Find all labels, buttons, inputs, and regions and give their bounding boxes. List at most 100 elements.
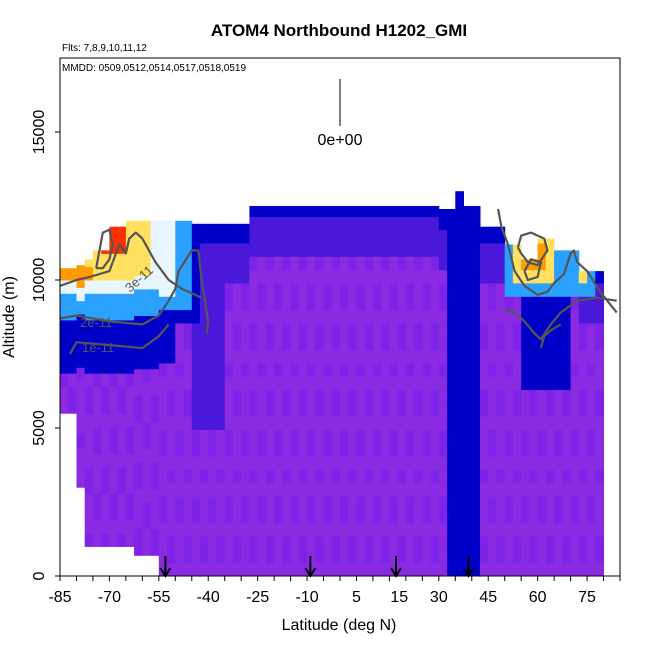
- heatmap-cell: [167, 536, 176, 550]
- heatmap-cell: [554, 522, 563, 537]
- heatmap-cell: [529, 402, 539, 417]
- heatmap-cell: [356, 216, 366, 231]
- heatmap-cell: [389, 309, 399, 324]
- heatmap-cell: [381, 216, 390, 231]
- heatmap-cell: [290, 522, 300, 537]
- heatmap-cell: [587, 509, 596, 524]
- heatmap-cell: [455, 442, 464, 457]
- heatmap-cell: [471, 469, 481, 484]
- heatmap-cell: [455, 402, 464, 417]
- heatmap-cell: [587, 349, 596, 364]
- heatmap-cell: [397, 536, 407, 550]
- heatmap-cell: [68, 320, 77, 334]
- heatmap-cell: [455, 509, 464, 524]
- heatmap-cell: [364, 322, 374, 337]
- heatmap-cell: [167, 283, 176, 297]
- heatmap-cell: [167, 562, 176, 577]
- heatmap-cell: [389, 243, 399, 257]
- heatmap-cell: [150, 235, 160, 250]
- heatmap-cell: [537, 389, 547, 404]
- heatmap-cell: [298, 256, 308, 271]
- heatmap-cell: [595, 376, 604, 390]
- heatmap-cell: [340, 456, 349, 470]
- heatmap-cell: [554, 296, 563, 311]
- heatmap-cell: [298, 536, 308, 550]
- heatmap-cell: [315, 243, 324, 257]
- heatmap-cell: [117, 373, 127, 387]
- heatmap-cell: [471, 442, 481, 457]
- heatmap-cell: [183, 522, 193, 537]
- heatmap-cell: [315, 416, 324, 430]
- heatmap-cell: [158, 389, 168, 404]
- heatmap-cell: [480, 226, 489, 231]
- heatmap-cell: [471, 416, 481, 430]
- heatmap-cell: [447, 322, 456, 337]
- heatmap-cell: [348, 522, 357, 537]
- heatmap-cell: [570, 416, 580, 430]
- heatmap-cell: [471, 309, 481, 324]
- heatmap-cell: [578, 283, 588, 297]
- heatmap-cell: [175, 283, 184, 297]
- heatmap-cell: [307, 322, 316, 337]
- heatmap-cell: [381, 206, 390, 217]
- heatmap-cell: [323, 469, 333, 484]
- heatmap-cell: [578, 271, 588, 284]
- heatmap-cell: [488, 562, 497, 577]
- heatmap-cell: [414, 269, 423, 284]
- heatmap-cell: [340, 549, 349, 564]
- heatmap-cell: [282, 283, 292, 297]
- heatmap-cell: [488, 509, 497, 524]
- heatmap-cell: [68, 346, 77, 361]
- heatmap-cell: [216, 336, 226, 350]
- heatmap-cell: [463, 229, 473, 244]
- heatmap-cell: [84, 479, 94, 494]
- heatmap-cell: [372, 429, 382, 444]
- heatmap-cell: [331, 402, 341, 417]
- heatmap-cell: [471, 229, 481, 244]
- heatmap-cell: [562, 376, 572, 390]
- heatmap-cell: [356, 562, 366, 577]
- heatmap-cell: [496, 509, 506, 524]
- heatmap-cell: [84, 533, 94, 547]
- heatmap-cell: [595, 442, 604, 457]
- heatmap-cell: [208, 376, 217, 390]
- heatmap-cell: [232, 456, 242, 470]
- heatmap-cell: [232, 309, 242, 324]
- heatmap-cell: [125, 479, 135, 494]
- heatmap-cell: [447, 536, 456, 550]
- heatmap-cell: [60, 320, 69, 334]
- heatmap-cell: [480, 416, 489, 430]
- heatmap-cell: [200, 429, 209, 444]
- heatmap-cell: [92, 466, 102, 481]
- heatmap-cell: [290, 349, 300, 364]
- heatmap-cell: [447, 362, 456, 377]
- heatmap-cell: [331, 482, 341, 497]
- heatmap-cell: [142, 408, 152, 423]
- heatmap-cell: [504, 389, 514, 404]
- heatmap-cell: [554, 322, 563, 337]
- heatmap-cell: [175, 269, 184, 284]
- heatmap-cell: [257, 322, 267, 337]
- heatmap-cell: [167, 509, 176, 524]
- heatmap-cell: [504, 469, 514, 484]
- heatmap-cell: [340, 482, 349, 497]
- heatmap-cell: [348, 389, 357, 404]
- contour-line: [68, 323, 170, 355]
- heatmap-cell: [512, 244, 522, 257]
- heatmap-cell: [183, 402, 193, 417]
- heatmap-cell: [447, 562, 456, 577]
- heatmap-cell: [554, 562, 563, 577]
- heatmap-cell: [545, 442, 555, 457]
- heatmap-cell: [447, 509, 456, 524]
- heatmap-cell: [414, 429, 423, 444]
- heatmap-cell: [455, 296, 464, 311]
- heatmap-cell: [224, 482, 234, 497]
- heatmap-cell: [315, 509, 324, 524]
- heatmap-cell: [249, 549, 259, 564]
- heatmap-cell: [480, 389, 489, 404]
- heatmap-cell: [76, 300, 86, 315]
- heatmap-cell: [232, 349, 242, 364]
- heatmap-cell: [257, 442, 267, 457]
- heatmap-cell: [216, 229, 226, 244]
- heatmap-cell: [142, 488, 152, 503]
